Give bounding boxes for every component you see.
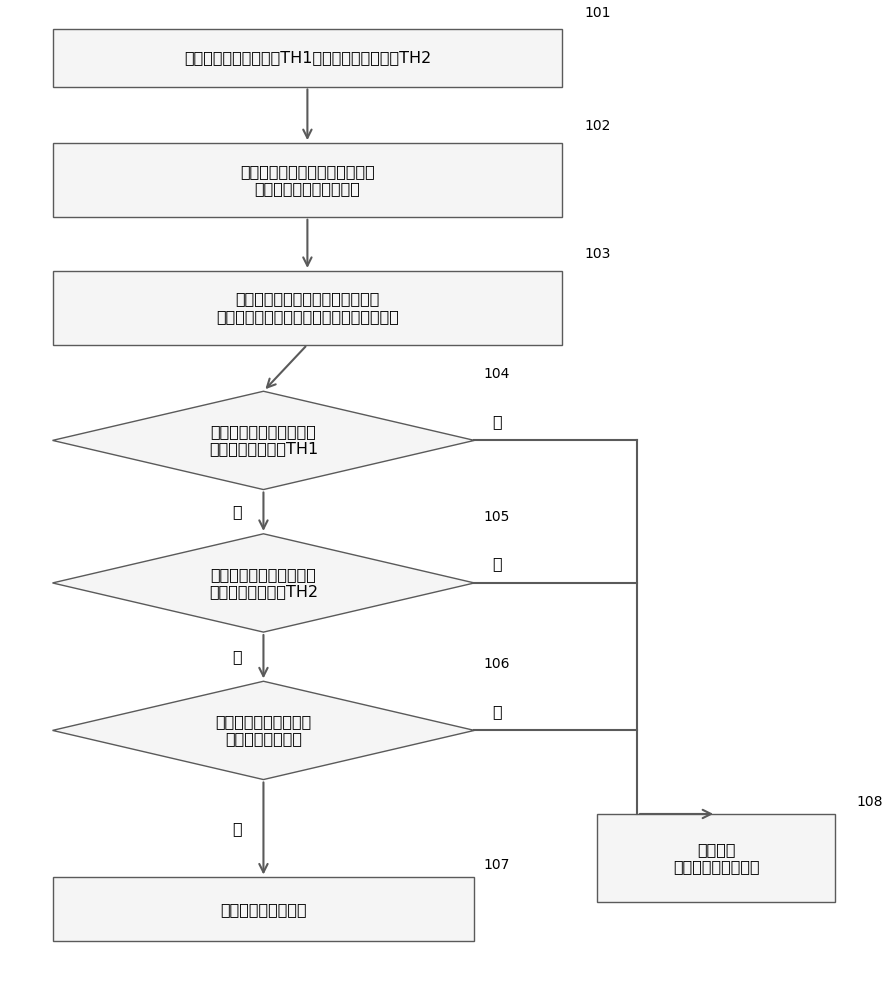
Text: 基站针对小区周期性计算小区内
每个终端的当前路损信息: 基站针对小区周期性计算小区内 每个终端的当前路损信息 <box>240 164 375 196</box>
Text: 107: 107 <box>483 858 510 872</box>
Text: 106: 106 <box>483 657 510 671</box>
Text: 101: 101 <box>584 6 611 20</box>
FancyBboxPatch shape <box>53 29 563 87</box>
Text: 否: 否 <box>492 414 502 429</box>
Text: 将每个终端的当前路损信息与第一
上行路损门限和第二上行路损门限进行比较: 将每个终端的当前路损信息与第一 上行路损门限和第二上行路损门限进行比较 <box>216 291 399 324</box>
Text: 确定第一上行路损门限TH1和第二上行路损门限TH2: 确定第一上行路损门限TH1和第二上行路损门限TH2 <box>184 50 431 65</box>
Text: 是: 是 <box>232 821 242 836</box>
Text: 104: 104 <box>483 367 510 381</box>
Polygon shape <box>53 534 474 632</box>
Text: 否: 否 <box>232 649 242 664</box>
Polygon shape <box>53 391 474 490</box>
Text: 判断基站发射功率是否
还允许进一步降低: 判断基站发射功率是否 还允许进一步降低 <box>215 714 312 747</box>
FancyBboxPatch shape <box>597 814 835 902</box>
FancyBboxPatch shape <box>53 877 474 941</box>
Text: 是: 是 <box>492 556 502 571</box>
Text: 103: 103 <box>584 247 611 261</box>
Text: 是: 是 <box>232 504 242 519</box>
Text: 否: 否 <box>492 704 502 719</box>
Text: 降低小区的发射功率: 降低小区的发射功率 <box>221 902 307 917</box>
Text: 判断小区中是否有终端的
当前路损信息大于TH2: 判断小区中是否有终端的 当前路损信息大于TH2 <box>209 567 318 599</box>
Text: 105: 105 <box>483 510 510 524</box>
FancyBboxPatch shape <box>53 271 563 345</box>
Text: 108: 108 <box>856 795 883 809</box>
Text: 保持小区
的现有发射功率不变: 保持小区 的现有发射功率不变 <box>672 842 759 874</box>
Text: 判断小区中是否有终端的
当前路损信息小于TH1: 判断小区中是否有终端的 当前路损信息小于TH1 <box>209 424 318 457</box>
Text: 102: 102 <box>584 119 611 133</box>
FancyBboxPatch shape <box>53 143 563 217</box>
Polygon shape <box>53 681 474 780</box>
